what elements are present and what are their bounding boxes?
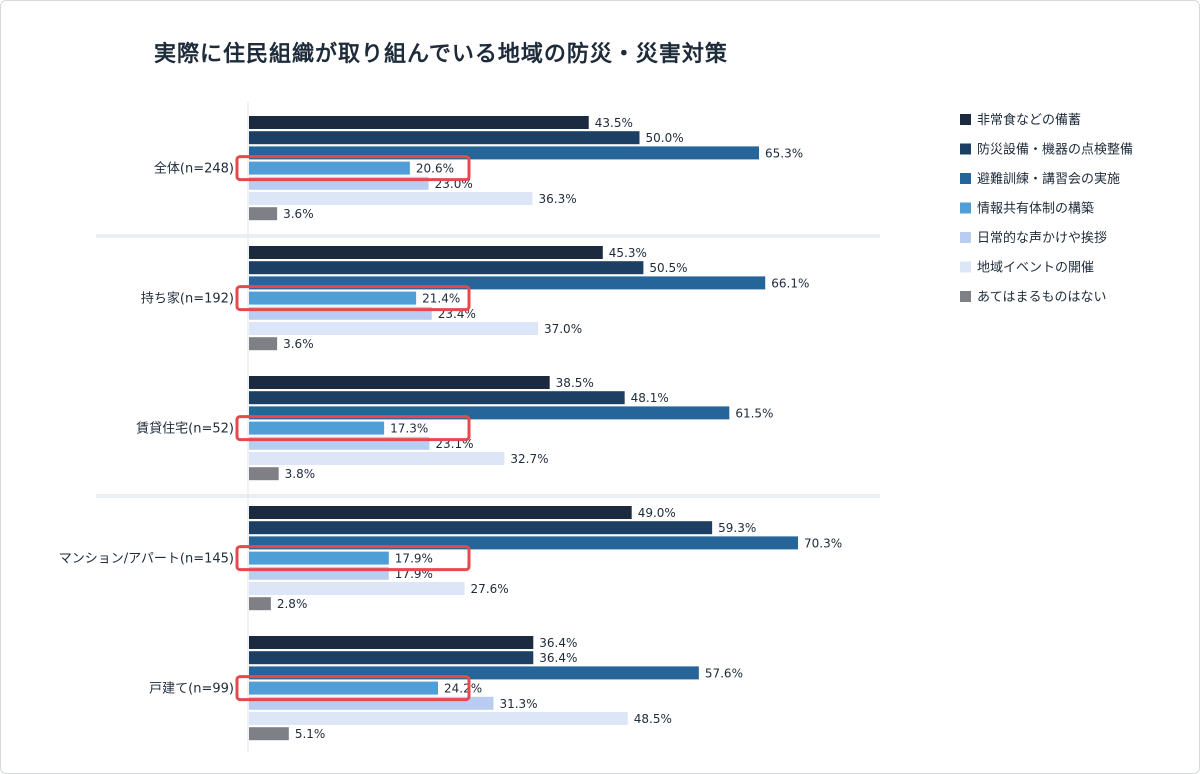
legend-swatch <box>960 202 971 214</box>
data-label: 21.4% <box>422 292 460 306</box>
bar <box>249 161 410 175</box>
legend-swatch <box>960 114 971 125</box>
data-label: 70.3% <box>804 536 842 550</box>
data-label: 31.3% <box>499 697 537 711</box>
data-label: 59.3% <box>718 521 756 535</box>
data-label: 37.0% <box>544 322 582 336</box>
legend-label: 避難訓練・講習会の実施 <box>977 171 1120 187</box>
data-label: 49.0% <box>638 506 676 520</box>
bar <box>249 131 640 145</box>
highlight-box <box>235 545 471 572</box>
bar <box>249 712 628 725</box>
data-label: 65.3% <box>765 146 803 160</box>
data-label: 50.0% <box>646 131 684 145</box>
bar <box>249 467 279 481</box>
data-label: 3.6% <box>283 207 314 221</box>
highlight-box <box>235 415 471 442</box>
data-label: 61.5% <box>735 406 773 420</box>
highlight-box <box>235 155 471 182</box>
bar <box>249 681 439 695</box>
data-label: 3.6% <box>283 337 314 351</box>
category-label: 賃貸住宅(n=52) <box>136 421 234 437</box>
bar <box>249 376 550 389</box>
bar <box>249 291 417 305</box>
bar <box>249 521 713 535</box>
data-label: 66.1% <box>771 276 809 290</box>
bar <box>249 506 632 519</box>
data-label: 17.9% <box>395 552 433 566</box>
category-label: 持ち家(n=192) <box>141 291 234 307</box>
category-label: 全体(n=248) <box>154 161 234 177</box>
bar <box>249 246 603 259</box>
bar <box>249 727 289 741</box>
legend-label: 非常食などの備蓄 <box>977 112 1081 128</box>
bar <box>249 116 589 129</box>
bar <box>249 322 538 335</box>
data-label: 50.5% <box>649 261 687 275</box>
chart-title: 実際に住民組織が取り組んでいる地域の防災・災害対策 <box>154 42 728 67</box>
data-label: 36.4% <box>539 651 577 665</box>
bar <box>249 636 534 649</box>
category-labels: 全体(n=248) 持ち家(n=192) 賃貸住宅(n=52) マンション/アパート(… <box>59 161 234 697</box>
legend-label: 日常的な声かけや挨拶 <box>977 230 1107 246</box>
legend-label: 防災設備・機器の点検整備 <box>977 142 1133 158</box>
data-label: 32.7% <box>510 452 548 466</box>
data-label: 48.5% <box>634 712 672 726</box>
bar <box>249 421 385 435</box>
bar <box>249 207 278 221</box>
data-label: 36.3% <box>539 192 577 206</box>
data-label: 57.6% <box>705 666 743 680</box>
data-label: 36.4% <box>539 636 577 650</box>
legend-swatch <box>960 232 971 243</box>
highlight-box <box>235 675 471 702</box>
legend-swatch <box>960 143 971 155</box>
data-label: 24.2% <box>444 682 482 696</box>
bar <box>249 551 389 565</box>
data-label: 27.6% <box>471 582 509 596</box>
group-separators <box>96 234 880 498</box>
data-label: 38.5% <box>556 376 594 390</box>
legend-label: あてはまるものはない <box>977 290 1106 305</box>
category-label: マンション/アパート(n=145) <box>59 552 234 567</box>
data-label: 5.1% <box>295 727 326 741</box>
data-label: 17.3% <box>390 422 428 436</box>
highlight-layer <box>235 155 471 702</box>
legend-swatch <box>960 173 971 184</box>
bar <box>249 582 465 595</box>
legend-label: 情報共有体制の構築 <box>977 202 1094 217</box>
bar <box>249 192 533 205</box>
bars-layer: 43.5%50.0%65.3%20.6%23.0%36.3%3.6%45.3%5… <box>249 116 842 741</box>
legend: 非常食などの備蓄防災設備・機器の点検整備避難訓練・講習会の実施情報共有体制の構築… <box>960 112 1133 305</box>
legend-swatch <box>960 261 971 273</box>
data-label: 2.8% <box>277 597 308 611</box>
category-label: 戸建て(n=99) <box>149 682 234 697</box>
highlight-box <box>235 285 471 312</box>
data-label: 3.8% <box>285 467 316 481</box>
bar <box>249 597 271 611</box>
bar <box>249 651 534 665</box>
legend-label: 地域イベントの開催 <box>977 261 1094 276</box>
bar <box>249 452 505 465</box>
data-label: 43.5% <box>595 116 633 130</box>
bar <box>249 261 644 275</box>
data-label: 20.6% <box>416 162 454 176</box>
data-label: 48.1% <box>631 391 669 405</box>
data-label: 45.3% <box>609 246 647 260</box>
bar <box>249 337 278 351</box>
legend-swatch <box>960 291 971 302</box>
bar <box>249 391 625 405</box>
